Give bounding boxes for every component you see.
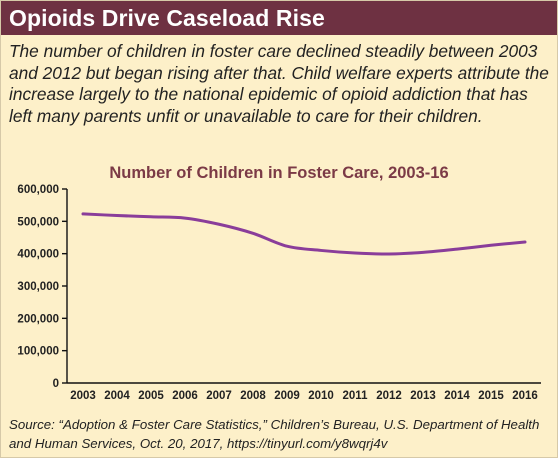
- source-citation: Source: “Adoption & Foster Care Statisti…: [9, 417, 540, 451]
- chart-title: Number of Children in Foster Care, 2003-…: [109, 164, 449, 182]
- line-chart: 0 100,000 200,000 300,000 400,000 500,000 600,…: [17, 184, 541, 402]
- y-tick-label: 600,000: [17, 184, 59, 196]
- x-tick-label: 2006: [172, 390, 198, 402]
- x-tick-label: 2009: [274, 390, 300, 402]
- x-tick-label: 2005: [138, 390, 164, 402]
- x-axis: 2003 2004 2005 2006 2007 2008 2009 2010 2011 2012…: [67, 382, 541, 402]
- y-axis: 0 100,000 200,000 300,000 400,000 500,000 600,…: [17, 184, 68, 390]
- x-tick-label: 2016: [512, 390, 538, 402]
- y-tick-label: 100,000: [17, 346, 59, 358]
- y-tick-label: 0: [53, 378, 59, 390]
- headline: Opioids Drive Caseload Rise: [9, 5, 325, 31]
- x-tick-label: 2008: [240, 390, 266, 402]
- x-tick-label: 2012: [376, 390, 402, 402]
- x-tick-label: 2004: [104, 390, 130, 402]
- y-tick-label: 400,000: [17, 249, 59, 261]
- x-tick-label: 2003: [70, 390, 96, 402]
- x-tick-label: 2015: [478, 390, 504, 402]
- x-tick-label: 2011: [343, 390, 369, 402]
- y-tick-label: 300,000: [17, 281, 59, 293]
- series-line: [81, 212, 527, 256]
- y-tick-label: 200,000: [17, 313, 59, 325]
- x-tick-label: 2014: [444, 390, 470, 402]
- y-tick-label: 500,000: [17, 216, 59, 228]
- x-tick-label: 2010: [308, 390, 334, 402]
- x-tick-label: 2007: [206, 390, 232, 402]
- x-tick-label: 2013: [410, 390, 436, 402]
- subtitle-text: The number of children in foster care de…: [9, 41, 549, 126]
- series-layer: [81, 212, 527, 256]
- header-bar: Opioids Drive Caseload Rise: [1, 1, 557, 35]
